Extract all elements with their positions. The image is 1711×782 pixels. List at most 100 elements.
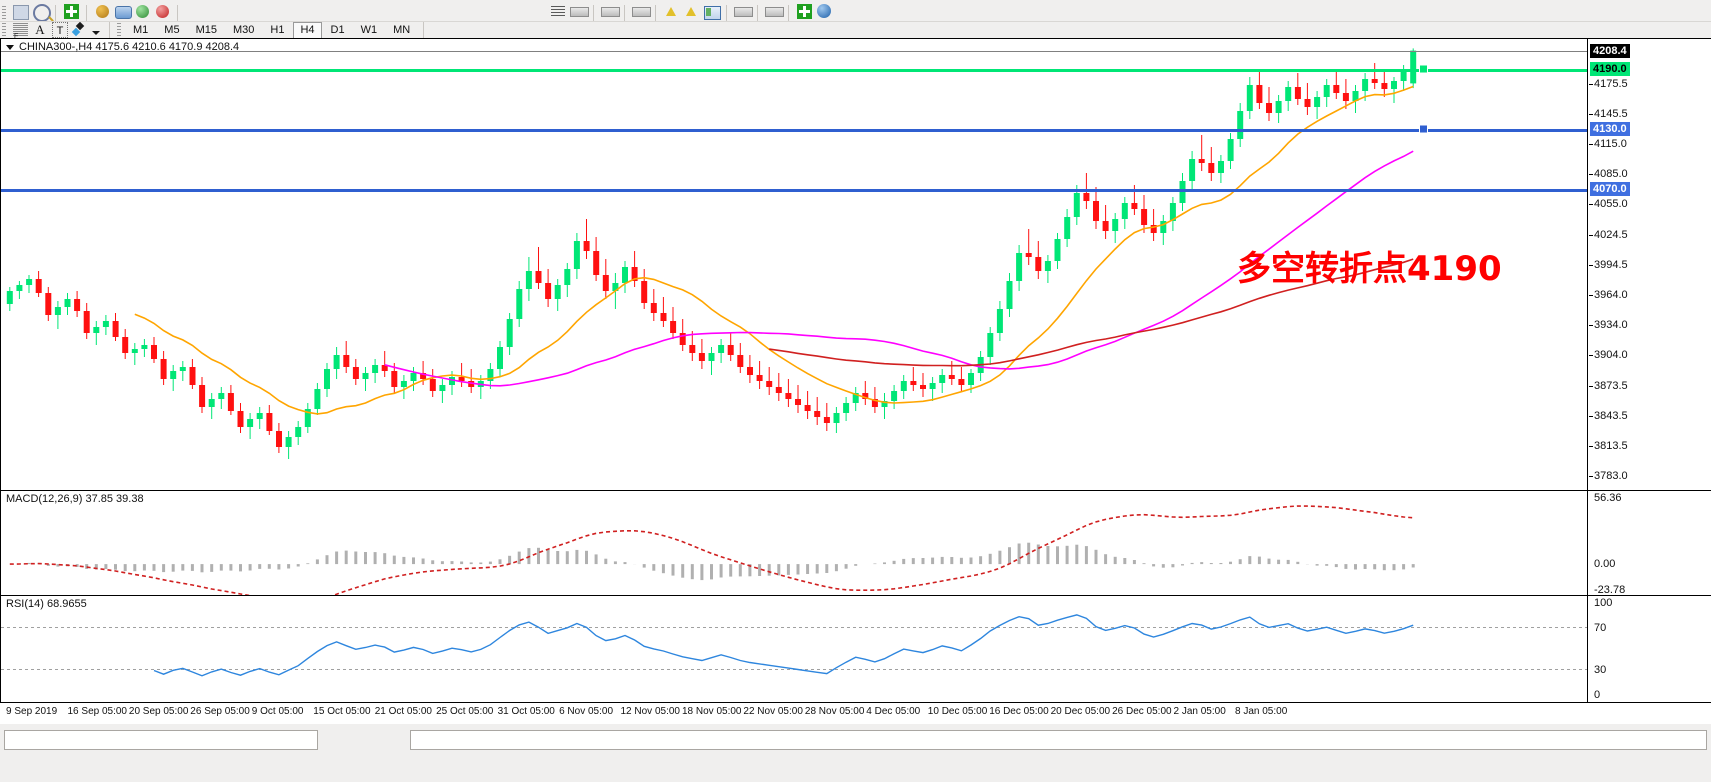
level-tag-4070[interactable]: 4070.0 bbox=[1590, 182, 1630, 196]
bar-icon[interactable] bbox=[568, 1, 589, 21]
toolbar-separator bbox=[423, 22, 425, 38]
rsi-tick: 100 bbox=[1594, 597, 1613, 609]
status-box-right[interactable] bbox=[410, 730, 1707, 750]
toolbar-separator bbox=[177, 5, 178, 21]
level-line-4190[interactable] bbox=[1, 69, 1587, 72]
time-axis-label: 12 Nov 05:00 bbox=[620, 706, 681, 717]
timeframe-m1[interactable]: M1 bbox=[133, 23, 149, 36]
macd-label: MACD(12,26,9) 37.85 39.38 bbox=[6, 493, 144, 505]
list-icon[interactable] bbox=[548, 1, 568, 21]
level-line-4070[interactable] bbox=[1, 189, 1587, 192]
timeframe-h4[interactable]: H4 bbox=[293, 22, 322, 38]
toolbar-separator bbox=[624, 5, 625, 21]
pen-yellow2-icon[interactable] bbox=[681, 1, 701, 21]
ball-green-icon[interactable] bbox=[132, 1, 152, 21]
time-axis-label: 31 Oct 05:00 bbox=[497, 706, 555, 717]
bar3-icon[interactable] bbox=[630, 1, 651, 21]
timeframe-toolbar[interactable]: A T M1 M5 M15 M30 H1 H4 D1 W1 MN bbox=[0, 22, 1711, 38]
ball-yellow-icon[interactable] bbox=[92, 1, 112, 21]
pen-yellow-icon[interactable] bbox=[661, 1, 681, 21]
time-axis-label: 9 Sep 2019 bbox=[6, 706, 58, 717]
price-tick: 4085.0 bbox=[1589, 168, 1628, 180]
time-axis[interactable]: 9 Sep 2019 16 Sep 05:00 20 Sep 05:00 26 Sep… bbox=[0, 702, 1711, 724]
fibo-icon[interactable] bbox=[10, 22, 30, 38]
time-axis-label: 8 Jan 05:00 bbox=[1235, 706, 1288, 717]
globe-icon[interactable] bbox=[814, 1, 834, 21]
time-axis-label: 4 Dec 05:00 bbox=[866, 706, 921, 717]
toolbar-separator bbox=[757, 5, 758, 21]
ball-red-icon[interactable] bbox=[152, 1, 172, 21]
time-axis-label: 20 Sep 05:00 bbox=[128, 706, 189, 717]
price-axis[interactable]: 4175.5 4145.5 4115.0 4085.0 4055.0 4024.5 3994… bbox=[1587, 39, 1711, 490]
toolbar-grip[interactable] bbox=[2, 6, 6, 21]
price-tick: 3934.0 bbox=[1589, 319, 1628, 331]
time-axis-label: 21 Oct 05:00 bbox=[374, 706, 432, 717]
macd-tick: 0.00 bbox=[1594, 558, 1616, 571]
status-box-left[interactable] bbox=[4, 730, 318, 750]
window-blue-icon[interactable] bbox=[112, 1, 132, 21]
toolbar-separator bbox=[726, 5, 727, 21]
time-axis-label: 16 Sep 05:00 bbox=[67, 706, 128, 717]
text-A-icon[interactable]: A bbox=[35, 22, 45, 37]
time-axis-label: 18 Nov 05:00 bbox=[682, 706, 742, 717]
magnifier-icon[interactable] bbox=[30, 1, 51, 21]
level-handle-4190[interactable] bbox=[1419, 64, 1429, 74]
bar5-icon[interactable] bbox=[763, 1, 784, 21]
time-axis-label: 2 Jan 05:00 bbox=[1173, 706, 1226, 717]
price-tick: 3994.5 bbox=[1589, 258, 1628, 271]
timeframe-mn[interactable]: MN bbox=[393, 23, 411, 36]
level-line-4130[interactable] bbox=[1, 129, 1587, 132]
timeframe-h1[interactable]: H1 bbox=[270, 23, 285, 36]
price-plot[interactable]: 多空转折点4190 bbox=[1, 39, 1587, 490]
price-tick: 4115.0 bbox=[1589, 138, 1627, 150]
chevron-down-icon[interactable] bbox=[92, 31, 100, 35]
level-handle-4130[interactable] bbox=[1419, 124, 1429, 134]
macd-axis[interactable]: 56.36 0.00 -23.78 bbox=[1587, 491, 1711, 595]
macd-tick: 56.36 bbox=[1594, 492, 1622, 504]
rsi-pane[interactable]: RSI(14) 68.9655 100 70 30 0 bbox=[1, 596, 1711, 702]
time-axis-label: 20 Dec 05:00 bbox=[1050, 706, 1111, 717]
toolbar-separator bbox=[55, 5, 56, 21]
shapes-icon[interactable] bbox=[70, 22, 90, 38]
time-axis-label: 10 Dec 05:00 bbox=[927, 706, 988, 717]
cursor-icon[interactable] bbox=[10, 1, 30, 21]
rsi-label: RSI(14) 68.9655 bbox=[6, 598, 87, 610]
toolbar-separator bbox=[86, 5, 87, 21]
price-pane[interactable]: CHINA300-,H4 4175.6 4210.6 4170.9 4208.4… bbox=[1, 39, 1711, 491]
time-axis-label: 28 Nov 05:00 bbox=[804, 706, 865, 717]
rsi-axis[interactable]: 100 70 30 0 bbox=[1587, 596, 1711, 702]
last-price-line bbox=[1, 50, 1587, 52]
chart-window[interactable]: CHINA300-,H4 4175.6 4210.6 4170.9 4208.4… bbox=[0, 38, 1711, 702]
timeframe-d1[interactable]: D1 bbox=[330, 23, 345, 36]
last-price-tag: 4208.4 bbox=[1590, 43, 1630, 58]
level-tag-4130[interactable]: 4130.0 bbox=[1590, 122, 1630, 136]
timeframe-m30[interactable]: M30 bbox=[232, 23, 255, 36]
plus-green-icon[interactable] bbox=[794, 1, 814, 21]
label-T-icon[interactable]: T bbox=[50, 22, 70, 38]
price-tick: 4175.5 bbox=[1589, 77, 1628, 90]
rsi-svg bbox=[1, 614, 1587, 677]
level-tag-4190[interactable]: 4190.0 bbox=[1590, 62, 1630, 76]
timeframe-w1[interactable]: W1 bbox=[360, 23, 378, 36]
bar4-icon[interactable] bbox=[732, 1, 753, 21]
timeframe-m15[interactable]: M15 bbox=[195, 23, 217, 36]
macd-plot[interactable] bbox=[1, 491, 1587, 595]
window-icon[interactable] bbox=[701, 1, 721, 21]
crosshair-plus-icon[interactable] bbox=[61, 1, 81, 21]
macd-tick: -23.78 bbox=[1594, 584, 1626, 596]
candlestick-svg bbox=[6, 48, 1417, 459]
bar2-icon[interactable] bbox=[599, 1, 620, 21]
chart-annotation-text: 多空转折点4190 bbox=[1237, 249, 1502, 289]
main-toolbar[interactable] bbox=[0, 0, 1711, 22]
price-tick: 3813.5 bbox=[1589, 439, 1628, 452]
rsi-plot[interactable] bbox=[1, 596, 1587, 702]
rsi-tick: 30 bbox=[1594, 663, 1607, 676]
price-tick: 4055.0 bbox=[1589, 198, 1628, 210]
toolbar-grip[interactable] bbox=[2, 22, 6, 38]
chart-menu-arrow-icon[interactable] bbox=[6, 44, 14, 50]
time-axis-label: 26 Sep 05:00 bbox=[190, 706, 250, 717]
timeframe-m5[interactable]: M5 bbox=[164, 23, 180, 36]
macd-pane[interactable]: MACD(12,26,9) 37.85 39.38 56.36 0.00 -23.7… bbox=[1, 491, 1711, 596]
price-tick: 3964.0 bbox=[1589, 289, 1628, 301]
timeframe-grip[interactable] bbox=[117, 22, 121, 38]
